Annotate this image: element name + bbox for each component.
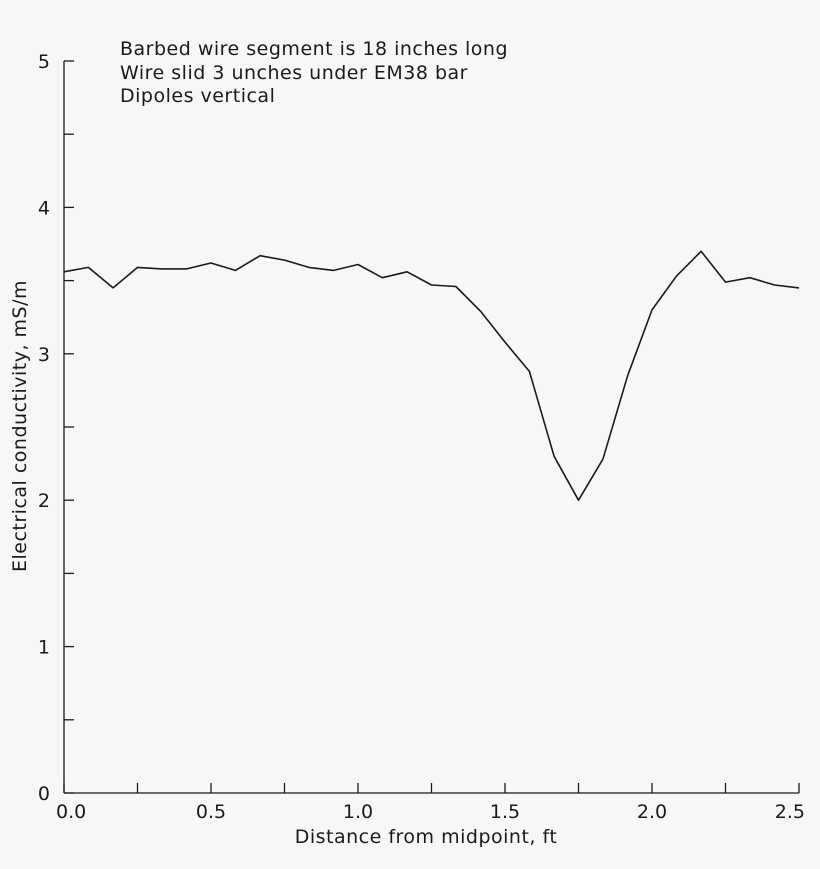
plot-series [63,250,800,502]
x-tick-label: 0.5 [196,801,226,823]
x-tick-label: 1.5 [490,801,520,823]
x-axis-label: Distance from midpoint, ft [295,826,558,848]
x-tick-label: 0.0 [56,801,86,823]
annotation-line-2: Wire slid 3 unches under EM38 bar [120,62,468,84]
conductivity-series-line [63,250,800,502]
y-tick-label: 4 [38,197,50,219]
y-tick-label: 2 [38,490,50,512]
x-tick-label: 2.0 [637,801,667,823]
annotation-line-1: Barbed wire segment is 18 inches long [120,38,508,60]
y-tick-label: 3 [38,344,50,366]
x-tick-label: 1.0 [343,801,373,823]
x-tick-label: 2.5 [775,801,805,823]
y-tick-label: 5 [38,51,50,73]
y-axis-ticks: 0 1 2 3 4 5 [38,51,74,805]
y-axis-label: Electrical conductivity, mS/m [9,280,31,572]
annotation-line-3: Dipoles vertical [120,85,275,107]
x-axis-ticks: 0.0 0.5 1.0 1.5 2.0 2.5 [56,783,805,823]
y-tick-label: 1 [38,637,50,659]
chart-axes: 0.0 0.5 1.0 1.5 2.0 2.5 0 1 2 3 4 5 [38,51,805,823]
y-tick-label: 0 [38,783,50,805]
chart-annotations: Barbed wire segment is 18 inches long Wi… [120,38,508,107]
